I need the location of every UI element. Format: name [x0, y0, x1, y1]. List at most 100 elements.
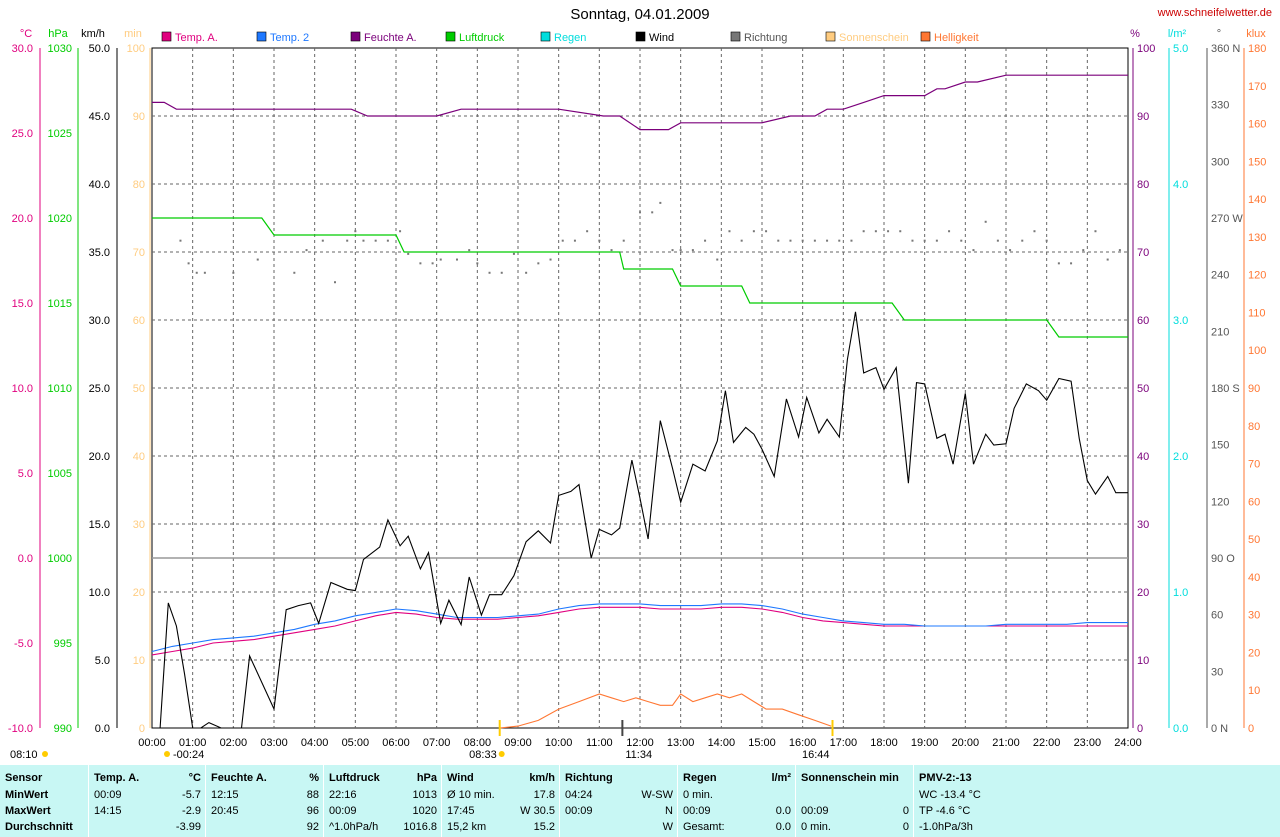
tick-klux: 170: [1248, 81, 1266, 93]
weather-chart: Sonntag, 04.01.2009 www.schneifelwetter.…: [8, 6, 1272, 761]
stats-col-sensor: Sensor MinWert MaxWert Durchschnitt: [0, 765, 88, 837]
direction-point: [752, 230, 755, 233]
legend-label: Helligkeit: [934, 32, 979, 44]
direction-point: [728, 230, 731, 233]
tick-time: 22:00: [1033, 737, 1061, 749]
direction-point: [850, 239, 853, 242]
direction-point: [862, 230, 865, 233]
direction-point: [362, 239, 365, 242]
stats-header: Sonnenschein min: [801, 771, 909, 785]
tick-deg: 240: [1211, 270, 1229, 282]
direction-point: [826, 239, 829, 242]
tick-time: 14:00: [708, 737, 736, 749]
direction-point: [1118, 249, 1121, 252]
tick-pct: 90: [1137, 111, 1149, 123]
tick-kmh: 40.0: [89, 179, 110, 191]
tick-min: 100: [127, 43, 145, 55]
direction-point: [874, 230, 877, 233]
direction-point: [1057, 262, 1060, 265]
tick-time: 21:00: [992, 737, 1020, 749]
tick-time: 07:00: [423, 737, 451, 749]
axis-units: °C hPa km/h min% l/m² ° klux: [20, 28, 1266, 40]
direction-point: [179, 239, 182, 242]
legend-label: Temp. A.: [175, 32, 218, 44]
stats-col-wind: Wind km/h Ø 10 min. 17.8 17:45 W 30.5 15,2 km 1…: [441, 765, 560, 837]
direction-point: [887, 230, 890, 233]
stats-cell-value: W 30.5: [520, 805, 555, 817]
tick-deg: 0 N: [1211, 723, 1228, 735]
direction-point: [996, 239, 999, 242]
tick-lm2: 2.0: [1173, 451, 1188, 463]
stats-cell-value: 0.0: [775, 821, 791, 833]
stats-header-label: PMV-2:-13: [919, 772, 972, 784]
tick-klux: 160: [1248, 119, 1266, 131]
tick-pct: 0: [1137, 723, 1143, 735]
stats-cell: ^1.0hPa/h 1016.8: [329, 820, 437, 834]
tick-min: 20: [133, 587, 145, 599]
tick-klux: 140: [1248, 194, 1266, 206]
direction-point: [232, 271, 235, 274]
tick-temp: 20.0: [12, 213, 33, 225]
legend-swatch: [635, 31, 646, 42]
tick-time: 23:00: [1074, 737, 1102, 749]
stats-cell-time: 0 min.: [801, 821, 831, 833]
direction-point: [691, 249, 694, 252]
tick-time: 19:00: [911, 737, 939, 749]
stats-header: Regen l/m²: [683, 771, 791, 785]
tick-klux: 90: [1248, 383, 1260, 395]
min-marker-icon: [164, 751, 170, 757]
tick-min: 0: [139, 723, 145, 735]
stats-header: PMV-2:-13: [919, 771, 1029, 785]
tick-hpa: 1030: [48, 43, 72, 55]
direction-point: [195, 271, 198, 274]
tick-min: 30: [133, 519, 145, 531]
stats-row-name: Durchschnitt: [5, 821, 73, 833]
stats-header-label: Feuchte A.: [211, 772, 267, 784]
stats-cell-time: 15,2 km: [447, 821, 487, 833]
stats-cell-value: 96: [306, 805, 319, 817]
direction-point: [334, 281, 336, 284]
direction-point: [622, 239, 625, 242]
stats-cell-time: WC -13.4 °C: [919, 789, 981, 801]
stats-cell-value: 92: [306, 821, 319, 833]
stats-cell-value: -2.9: [182, 805, 201, 817]
tick-deg: 180 S: [1211, 383, 1240, 395]
tick-deg: 330: [1211, 100, 1229, 112]
stats-cell-value: -5.7: [182, 789, 201, 801]
tick-time: 13:00: [667, 737, 695, 749]
stats-cell: -1.0hPa/3h: [919, 820, 1029, 834]
tick-time: 01:00: [179, 737, 207, 749]
direction-point: [419, 262, 422, 265]
direction-point: [537, 262, 540, 265]
direction-point: [948, 230, 951, 233]
stats-cell-time: 04:24: [565, 789, 593, 801]
tick-pct: 50: [1137, 383, 1149, 395]
stats-cell: W: [565, 820, 673, 834]
tick-time: 11:00: [586, 737, 613, 749]
direction-point: [1021, 239, 1024, 242]
stats-cell: Gesamt: 0.0: [683, 820, 791, 834]
tick-time: 10:00: [545, 737, 573, 749]
tick-time: 06:00: [382, 737, 410, 749]
tick-deg: 360 N: [1211, 43, 1240, 55]
tick-klux: 0: [1248, 723, 1254, 735]
stats-cell-value: 0.0: [775, 805, 791, 817]
tick-kmh: 0.0: [95, 723, 110, 735]
site-link[interactable]: www.schneifelwetter.de: [1157, 7, 1272, 19]
series-helligkeit: [499, 693, 832, 729]
tick-kmh: 45.0: [89, 111, 110, 123]
direction-point: [399, 230, 402, 233]
stats-header: Richtung: [565, 771, 673, 785]
series-temp-2: [151, 603, 1128, 653]
axis-unit: min: [124, 28, 142, 40]
stats-row-name: MinWert: [5, 789, 49, 801]
tick-time: 17:00: [830, 737, 858, 749]
direction-point: [573, 239, 576, 242]
tick-klux: 20: [1248, 647, 1260, 659]
tick-pct: 70: [1137, 247, 1149, 259]
tick-klux: 110: [1248, 307, 1266, 319]
direction-point: [777, 239, 780, 242]
stats-row-label: MinWert: [5, 788, 83, 802]
stats-header-label: Wind: [447, 772, 474, 784]
direction-point: [549, 258, 552, 261]
